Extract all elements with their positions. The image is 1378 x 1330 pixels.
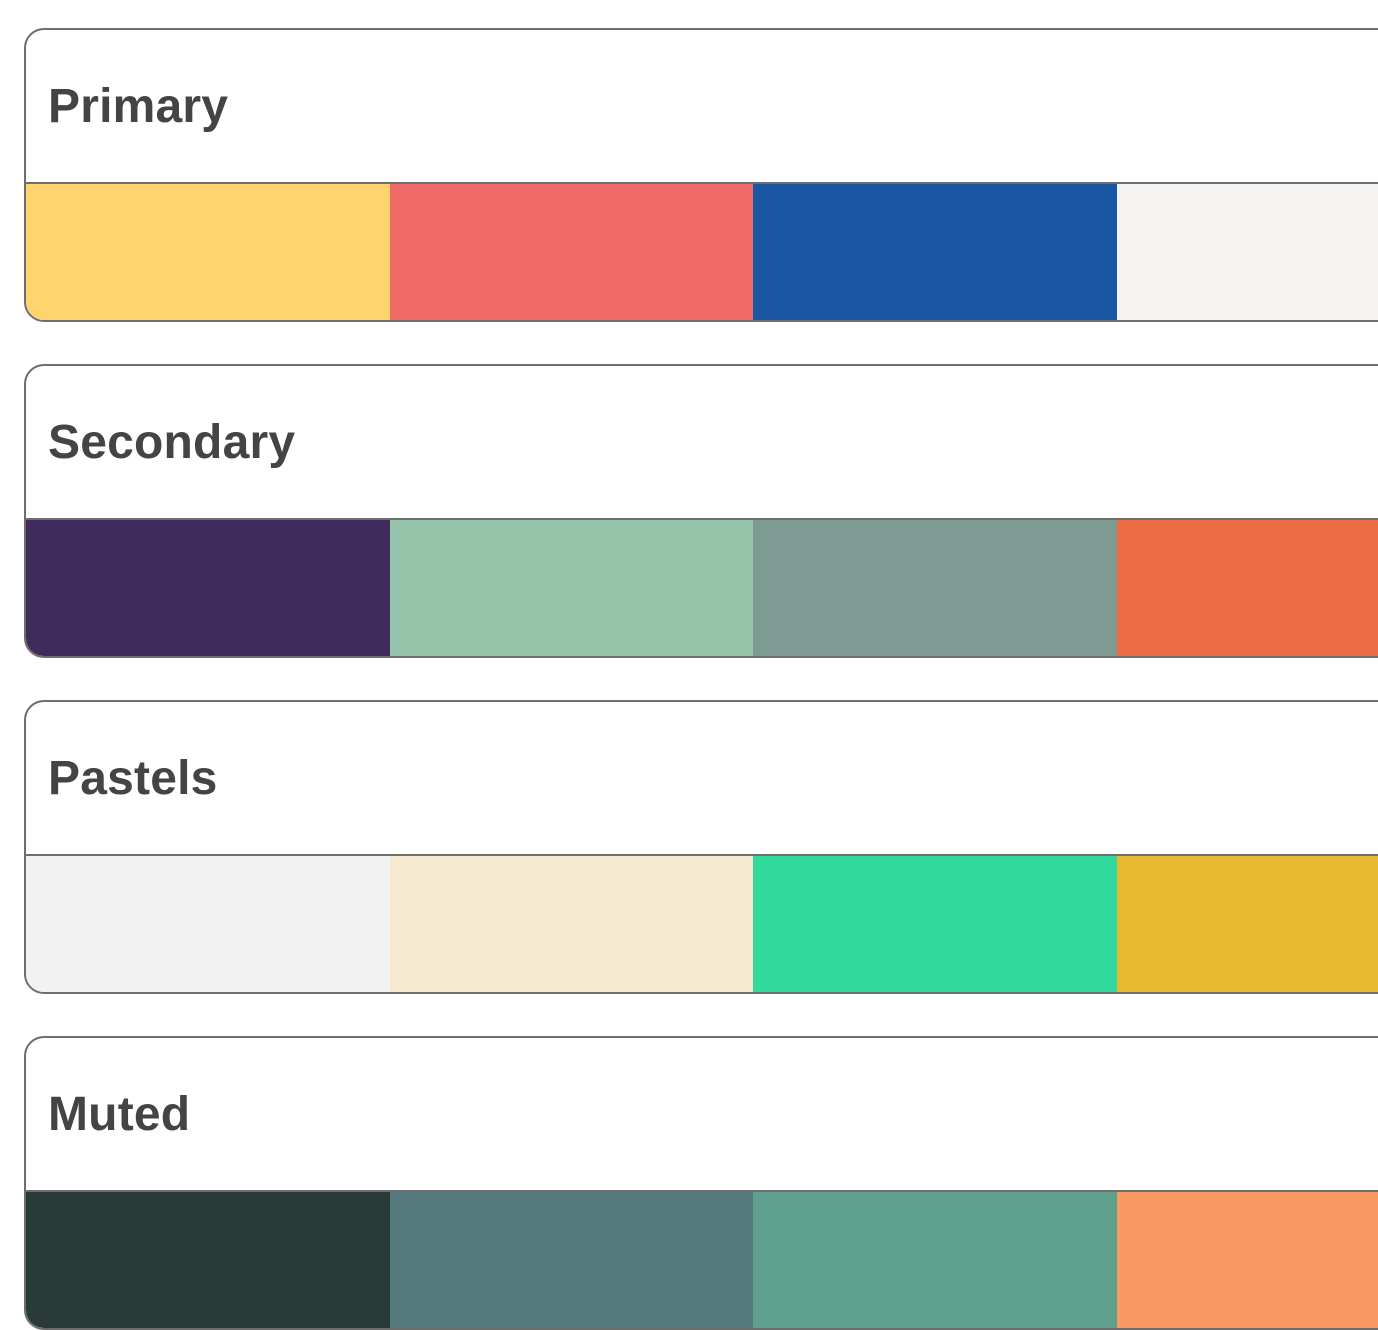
color-swatch[interactable] [753,184,1117,322]
swatch-row [26,520,1378,658]
palette-title: Pastels [48,751,218,806]
color-swatch[interactable] [26,856,390,994]
color-swatch[interactable] [26,184,390,322]
color-swatch[interactable] [390,520,754,658]
color-swatch[interactable] [390,856,754,994]
palette-title: Muted [48,1087,190,1142]
swatch-row [26,1192,1378,1330]
color-swatch[interactable] [390,184,754,322]
color-swatch[interactable] [1117,520,1378,658]
color-swatch[interactable] [1117,184,1378,322]
palette-card-primary: Primary [24,28,1378,322]
palette-list: Primary Secondary Pastels [0,0,1378,1224]
palette-header: Primary [26,30,1378,184]
palette-card-pastels: Pastels [24,700,1378,994]
palette-card-secondary: Secondary [24,364,1378,658]
color-swatch[interactable] [753,520,1117,658]
color-swatch[interactable] [1117,1192,1378,1330]
color-swatch[interactable] [390,1192,754,1330]
color-swatch[interactable] [26,520,390,658]
swatch-row [26,184,1378,322]
color-swatch[interactable] [753,856,1117,994]
color-swatch[interactable] [26,1192,390,1330]
palette-header: Muted [26,1038,1378,1192]
palette-header: Pastels [26,702,1378,856]
palette-card-muted: Muted [24,1036,1378,1330]
palette-header: Secondary [26,366,1378,520]
color-swatch[interactable] [1117,856,1378,994]
color-swatch[interactable] [753,1192,1117,1330]
palette-title: Primary [48,79,228,134]
palette-title: Secondary [48,415,295,470]
swatch-row [26,856,1378,994]
